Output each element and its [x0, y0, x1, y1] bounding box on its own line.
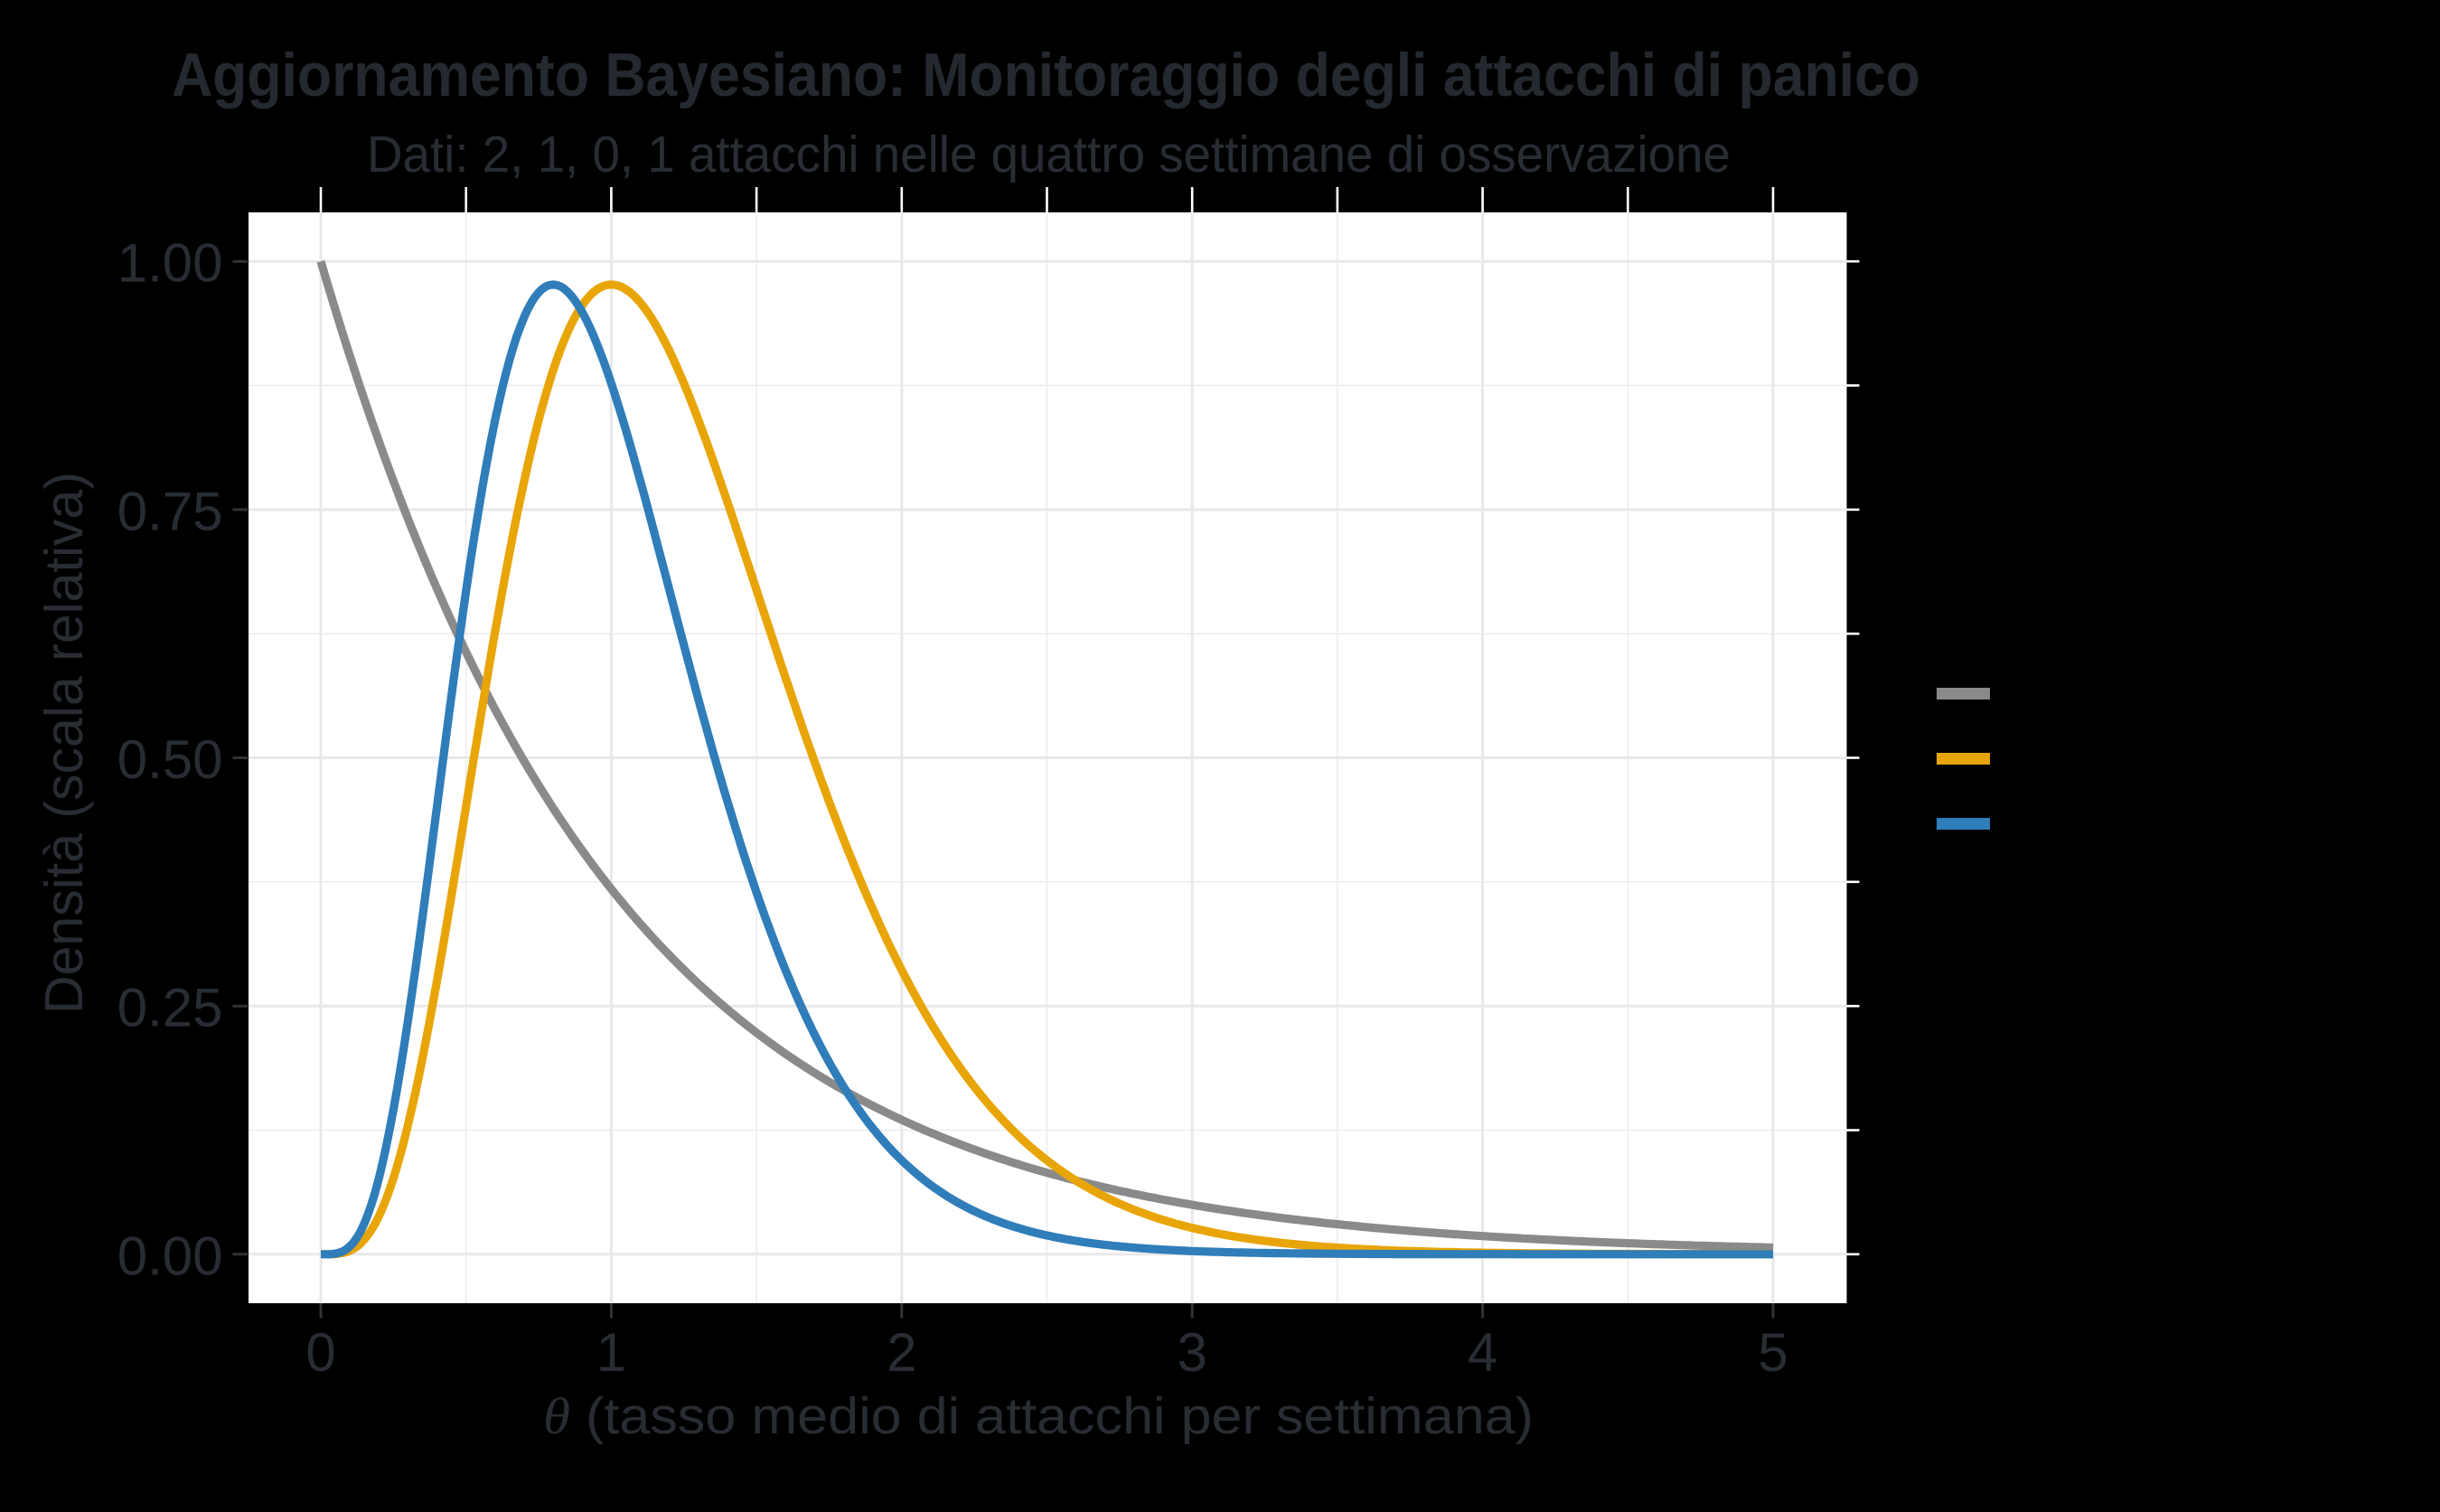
svg-text:3: 3: [1178, 1322, 1207, 1383]
svg-text:4: 4: [1468, 1322, 1497, 1383]
svg-text:0.00: 0.00: [117, 1226, 223, 1286]
svg-text:0.50: 0.50: [117, 729, 223, 790]
svg-text:5: 5: [1758, 1322, 1788, 1383]
svg-text:Densità (scala relativa): Densità (scala relativa): [34, 472, 94, 1014]
svg-text:Aggiornamento Bayesiano: Monit: Aggiornamento Bayesiano: Monitoraggio de…: [172, 41, 1920, 109]
svg-text:0.25: 0.25: [117, 978, 223, 1038]
svg-text:1: 1: [596, 1322, 626, 1383]
svg-text:Dati: 2, 1, 0, 1 attacchi nell: Dati: 2, 1, 0, 1 attacchi nelle quattro …: [367, 126, 1731, 183]
svg-text:2: 2: [887, 1322, 916, 1383]
svg-text:θ (tasso medio di attacchi per: θ (tasso medio di attacchi per settimana…: [543, 1387, 1534, 1445]
svg-text:0: 0: [305, 1322, 335, 1383]
svg-text:1.00: 1.00: [117, 233, 223, 294]
svg-text:0.75: 0.75: [117, 481, 223, 541]
